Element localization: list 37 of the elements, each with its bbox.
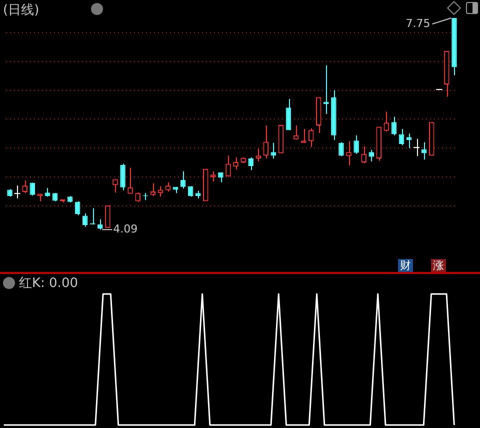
candlestick [413, 138, 420, 157]
candlestick [180, 170, 186, 190]
candlestick [398, 128, 404, 146]
candlestick [233, 156, 238, 170]
candlestick [346, 140, 352, 166]
candlestick [368, 149, 374, 162]
candlestick [270, 142, 276, 159]
candlestick [74, 200, 80, 216]
candlestick [14, 185, 21, 199]
candlestick [300, 128, 306, 144]
candlestick [98, 218, 103, 230]
candlestick [128, 167, 133, 194]
candlestick [158, 186, 164, 198]
candlestick [256, 148, 262, 162]
candlestick [226, 155, 231, 177]
candlestick [354, 134, 359, 154]
chart-title: 红K: 0.00 [19, 275, 78, 292]
annotation: 4.09 [113, 222, 138, 236]
candlestick [263, 125, 269, 159]
text: 涨 [433, 258, 444, 272]
candlestick [391, 116, 397, 136]
candlestick [421, 142, 427, 160]
candlestick [406, 133, 412, 149]
candlestick [82, 212, 88, 228]
candlestick [165, 182, 171, 192]
candlestick [112, 178, 118, 194]
candlestick [30, 182, 36, 196]
chart-title: (日线) [3, 2, 40, 19]
candlestick [210, 170, 216, 182]
candlestick [308, 128, 314, 148]
text: 财 [400, 258, 411, 272]
candlestick [384, 111, 390, 132]
annotation: 7.75 [406, 16, 430, 30]
candlestick [120, 163, 126, 191]
candlestick [150, 182, 156, 197]
candlestick [286, 98, 292, 131]
candlestick [338, 142, 344, 157]
